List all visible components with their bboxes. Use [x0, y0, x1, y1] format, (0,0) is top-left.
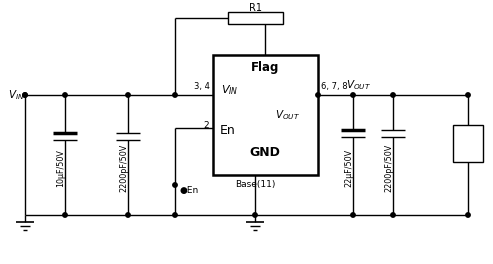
Circle shape: [391, 93, 395, 97]
Text: $V_{IN}$: $V_{IN}$: [8, 88, 25, 102]
Circle shape: [351, 213, 355, 217]
Circle shape: [466, 93, 470, 97]
Circle shape: [126, 93, 130, 97]
Text: 2200pF/50V: 2200pF/50V: [385, 144, 393, 192]
Text: 22μF/50V: 22μF/50V: [345, 149, 353, 187]
Text: 3, 4: 3, 4: [194, 82, 210, 92]
Text: GND: GND: [249, 145, 281, 158]
Circle shape: [63, 213, 67, 217]
Circle shape: [466, 213, 470, 217]
Bar: [213, 55, 318, 175]
Text: $V_{OUT}$: $V_{OUT}$: [346, 78, 371, 92]
Circle shape: [23, 93, 27, 97]
Text: 10μF/50V: 10μF/50V: [57, 149, 66, 187]
Text: 6, 7, 8: 6, 7, 8: [321, 82, 348, 91]
Bar: [453, 125, 483, 162]
Text: Base(11): Base(11): [235, 181, 275, 190]
Text: Flag: Flag: [251, 62, 279, 74]
Text: ●En: ●En: [179, 186, 198, 195]
Text: R1: R1: [249, 3, 262, 13]
Circle shape: [63, 93, 67, 97]
Bar: [228, 12, 283, 24]
Circle shape: [126, 213, 130, 217]
Circle shape: [391, 213, 395, 217]
Text: 2: 2: [204, 120, 209, 130]
Circle shape: [23, 93, 27, 97]
Circle shape: [253, 213, 257, 217]
Text: Load: Load: [457, 138, 480, 148]
Circle shape: [173, 93, 177, 97]
Circle shape: [173, 213, 177, 217]
Text: En: En: [220, 124, 236, 136]
Circle shape: [351, 93, 355, 97]
Text: $V_{OUT}$: $V_{OUT}$: [276, 108, 301, 122]
Text: 2200pF/50V: 2200pF/50V: [119, 144, 129, 192]
Circle shape: [316, 93, 320, 97]
Text: $V_{IN}$: $V_{IN}$: [221, 83, 239, 97]
Circle shape: [173, 183, 177, 187]
